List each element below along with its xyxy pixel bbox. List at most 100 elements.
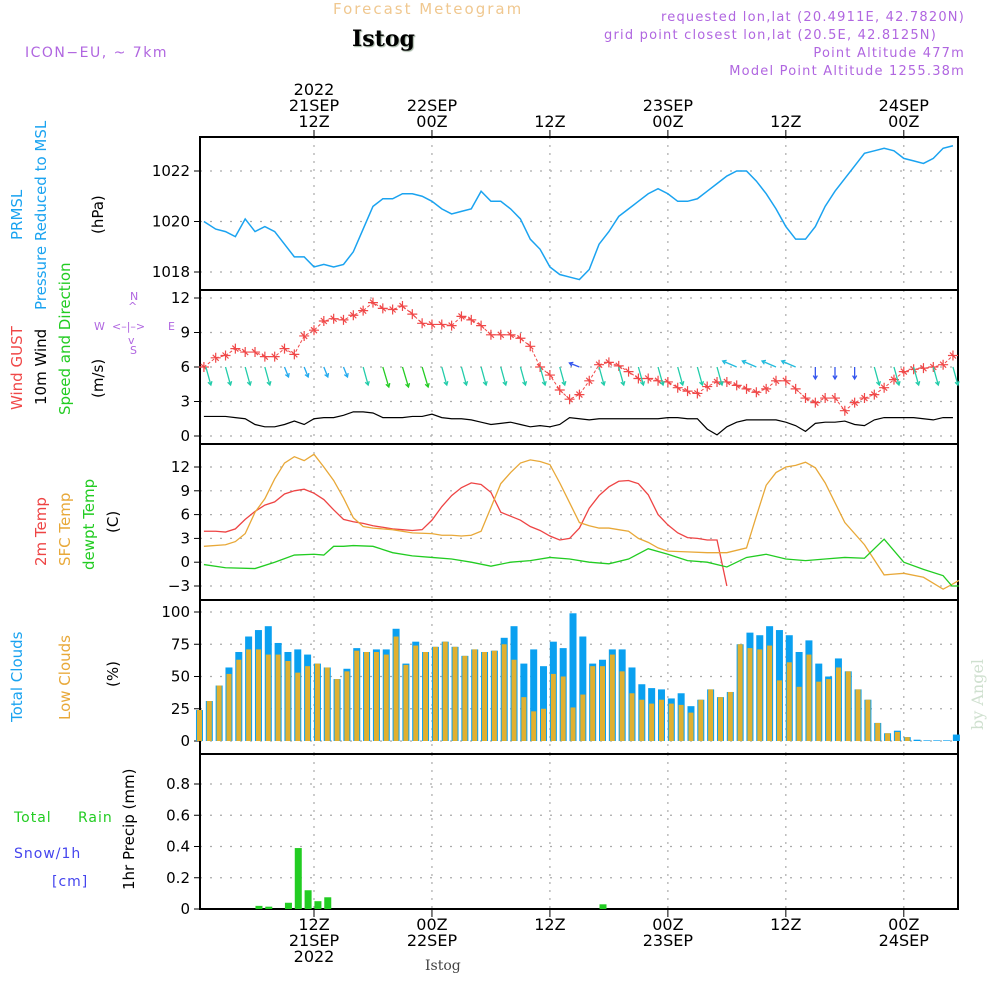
low-cloud-bar <box>885 733 891 741</box>
rain-bar <box>284 902 292 909</box>
compass-rose: N ^ W <–|–> E v S <box>90 290 180 360</box>
gust-marker <box>712 376 723 387</box>
top-time-label: 12Z <box>534 112 565 131</box>
low-cloud-bar <box>413 645 419 741</box>
low-cloud-bar <box>580 694 586 741</box>
low-cloud-bar <box>423 651 429 741</box>
low-cloud-bar <box>894 731 900 741</box>
model-label: ICON−EU, ~ 7km <box>25 45 168 61</box>
gust-marker <box>407 309 418 320</box>
low-cloud-bar <box>658 699 664 741</box>
y-tick-label: 0 <box>180 900 190 918</box>
low-cloud-bar <box>649 703 655 741</box>
top-time-label: 12Z <box>770 112 801 131</box>
total-label: Total <box>14 810 52 826</box>
wind-arrow-head <box>934 380 940 387</box>
gust-marker <box>584 375 595 386</box>
low-cloud-bar <box>786 662 792 741</box>
top-time-label: 22SEP <box>407 96 458 115</box>
top-time-label: 24SEP <box>879 96 930 115</box>
gust-marker <box>544 370 555 381</box>
rain-bar <box>324 897 332 909</box>
wind-arrow <box>205 366 212 386</box>
low-cloud-bar <box>747 648 753 741</box>
bottom-time-label: 21SEP <box>289 931 340 950</box>
low-cloud-bar <box>491 650 497 741</box>
low-cloud-bar <box>639 699 645 741</box>
bottom-time-label: 12Z <box>534 915 565 934</box>
wind-arrow-head <box>405 382 411 389</box>
gust-marker <box>898 366 909 377</box>
gust-marker <box>436 319 447 330</box>
gust-marker <box>456 311 467 322</box>
low-cloud-bar <box>570 707 576 741</box>
total-cloud-bar <box>923 740 931 741</box>
y-tick-label: 1018 <box>152 263 190 281</box>
gust-marker <box>692 388 703 399</box>
low-cloud-bar <box>314 663 320 741</box>
low-cloud-bar <box>590 666 596 741</box>
wind-arrow-head <box>832 375 838 381</box>
low-cloud-bar <box>521 697 527 741</box>
wind-arrow <box>722 360 737 368</box>
gust-marker <box>240 347 251 358</box>
top-time-label: 00Z <box>652 112 683 131</box>
wind-arrow-head <box>266 380 272 387</box>
wind-arrow-head <box>343 372 349 379</box>
low-cloud-bar <box>757 649 763 741</box>
low-cloud-bar <box>305 666 311 741</box>
gust-marker <box>643 373 654 384</box>
wind-speed-line <box>203 411 953 436</box>
bottom-time-label: 00Z <box>652 915 683 934</box>
y-tick-label: 0.4 <box>166 838 190 856</box>
low-cloud-bar <box>835 667 841 741</box>
gust-marker <box>879 382 890 393</box>
low-cloud-bar <box>383 654 389 741</box>
bottom-time-label: 12Z <box>298 915 329 934</box>
total-cloud-bar <box>952 734 960 741</box>
low-cloud-bar <box>255 649 261 741</box>
low-cloud-bar <box>472 649 478 741</box>
y-tick-label: 25 <box>171 700 190 718</box>
low-cloud-bar <box>541 708 547 741</box>
gust-marker <box>849 397 860 408</box>
total-cloud-bar <box>569 613 577 741</box>
low-cloud-bar <box>550 673 556 741</box>
gust-marker <box>279 343 290 354</box>
wind-arrow <box>303 366 309 378</box>
wind-arrow-head <box>541 380 547 387</box>
low-cloud-bar <box>698 699 704 741</box>
wind-arrow <box>500 366 507 386</box>
gust-marker <box>623 366 634 377</box>
low-cloud-bar <box>196 710 202 741</box>
low-cloud-bar <box>688 712 694 741</box>
sfc-temp-line <box>203 453 960 590</box>
wind-arrow-head <box>568 361 574 367</box>
y-tick-label: 0 <box>180 427 190 445</box>
low-cloud-bar <box>206 701 212 741</box>
gust-marker <box>554 385 565 395</box>
panel-temp <box>194 443 959 601</box>
wind-arrow <box>873 366 880 386</box>
wind-arrow-head <box>699 380 705 387</box>
gust-marker <box>230 343 241 354</box>
gust-marker <box>309 325 319 336</box>
low-cloud-bar <box>678 704 684 741</box>
rain-bar <box>255 905 263 909</box>
gust-marker <box>495 329 506 340</box>
wind-arrow-head <box>443 380 449 387</box>
wind-arrow <box>244 366 251 386</box>
y-tick-label: 50 <box>171 668 190 686</box>
wind-arrow <box>362 366 369 386</box>
low-cloud-bar <box>432 646 438 741</box>
low-cloud-bar <box>531 711 537 741</box>
wind-arrow-head <box>284 372 290 379</box>
wind-arrow <box>460 366 468 386</box>
gust-marker <box>328 313 339 324</box>
rain-bar <box>304 890 312 909</box>
wind-arrow-head <box>741 359 747 365</box>
y-tick-label: 12 <box>171 289 190 307</box>
y-tick-label: 100 <box>161 603 190 621</box>
wind-arrow-head <box>385 382 391 389</box>
